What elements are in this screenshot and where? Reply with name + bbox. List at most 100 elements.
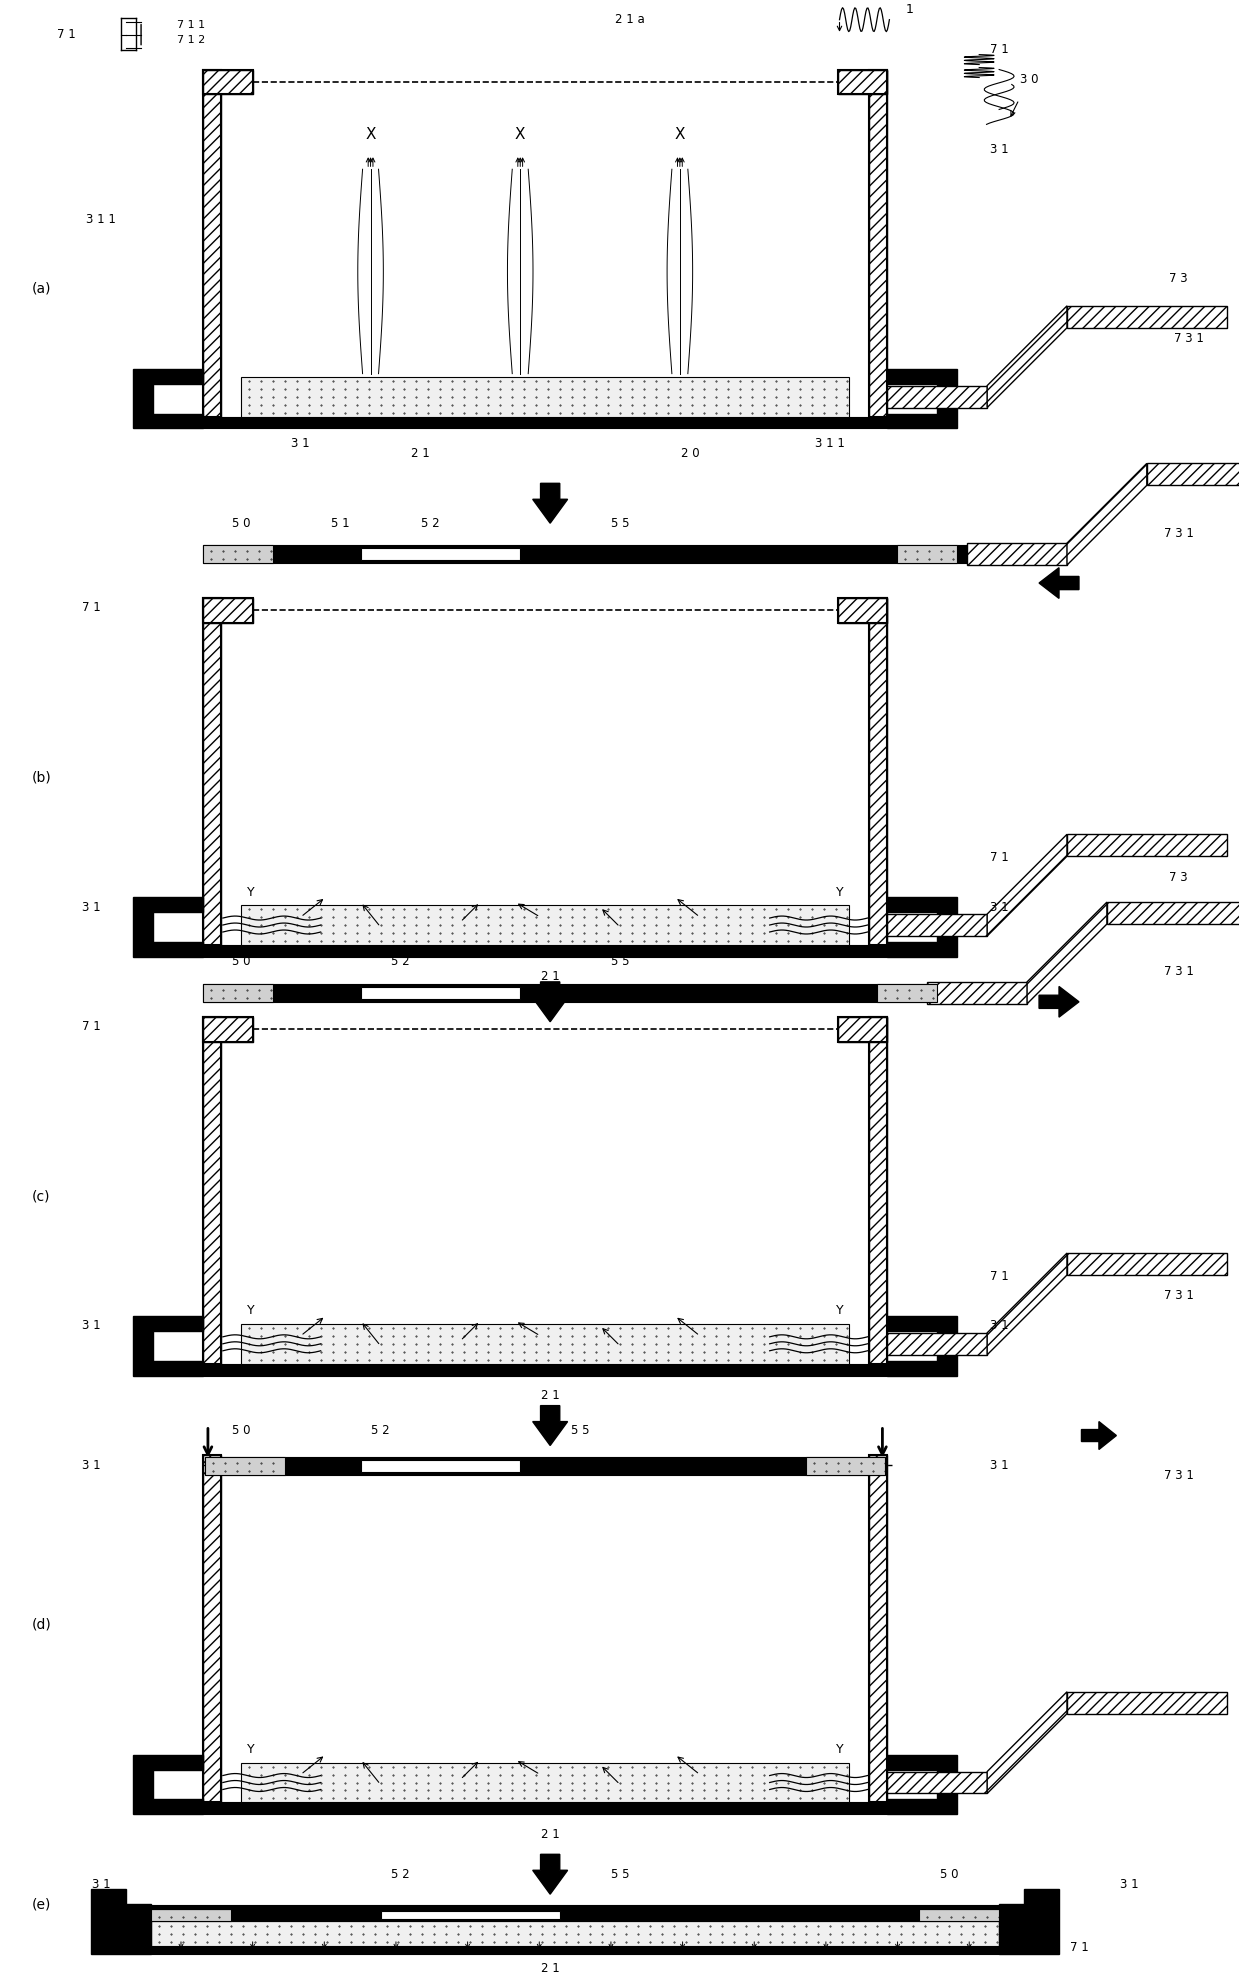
Polygon shape [888, 1772, 987, 1794]
Text: 5 5: 5 5 [611, 955, 629, 969]
Bar [151, 1946, 999, 1954]
Bar [869, 1456, 888, 1802]
Bar [203, 597, 253, 623]
Text: 2 1: 2 1 [541, 1962, 559, 1976]
Bar [203, 597, 221, 945]
Bar [381, 1911, 560, 1919]
Text: 2 1: 2 1 [541, 1389, 559, 1402]
Polygon shape [133, 1315, 203, 1377]
Polygon shape [888, 1754, 957, 1814]
Bar [203, 69, 253, 95]
Bar [869, 69, 888, 417]
Text: 5 2: 5 2 [391, 955, 409, 969]
Bar [203, 546, 967, 564]
Bar [203, 945, 888, 957]
Polygon shape [967, 544, 1066, 566]
Polygon shape [1066, 463, 1147, 566]
Text: 2 1 a: 2 1 a [615, 14, 645, 26]
Text: 3 1: 3 1 [990, 900, 1008, 914]
Bar [203, 1363, 888, 1377]
Text: X: X [366, 127, 376, 142]
Text: 3 1 1: 3 1 1 [87, 212, 117, 225]
Bar [203, 983, 937, 1001]
Text: 3 0: 3 0 [1019, 73, 1038, 85]
Text: 7 3 1: 7 3 1 [1164, 1290, 1194, 1302]
Text: Y: Y [247, 1743, 254, 1756]
Bar [203, 1017, 221, 1363]
Text: 3 1: 3 1 [82, 1460, 100, 1472]
Text: 7 1: 7 1 [990, 851, 1008, 864]
Text: Y: Y [247, 886, 254, 898]
Polygon shape [1066, 1254, 1226, 1276]
Polygon shape [1107, 902, 1240, 924]
Bar [241, 376, 849, 417]
Text: 7 3 1: 7 3 1 [1164, 1470, 1194, 1482]
Bar [203, 597, 221, 945]
Polygon shape [888, 898, 957, 957]
Text: 7 1: 7 1 [1070, 1940, 1089, 1954]
Text: 3 1: 3 1 [82, 900, 100, 914]
Bar [837, 69, 888, 95]
Bar [203, 1802, 888, 1814]
Bar [241, 906, 849, 945]
Text: 5 5: 5 5 [611, 516, 629, 530]
Bar [869, 597, 888, 945]
Text: 7 1 1: 7 1 1 [177, 20, 205, 30]
Bar [898, 546, 957, 564]
Polygon shape [1066, 835, 1226, 856]
Text: (b): (b) [31, 771, 51, 785]
Bar [203, 1017, 221, 1363]
Bar [361, 987, 521, 999]
Bar [151, 1909, 999, 1921]
Polygon shape [92, 1889, 151, 1954]
Bar [837, 69, 888, 95]
Bar [203, 597, 253, 623]
Polygon shape [888, 386, 987, 407]
Polygon shape [888, 368, 957, 429]
Text: 7 1: 7 1 [990, 1270, 1008, 1282]
Polygon shape [133, 368, 203, 429]
Polygon shape [533, 1853, 568, 1895]
Bar [241, 1323, 849, 1363]
Text: 2 1: 2 1 [541, 971, 559, 983]
Polygon shape [987, 307, 1066, 407]
Polygon shape [987, 1691, 1066, 1794]
Bar [203, 417, 888, 429]
Bar [361, 1460, 521, 1472]
Text: 3 1: 3 1 [990, 1319, 1008, 1333]
Polygon shape [133, 1754, 203, 1814]
Text: 5 1: 5 1 [331, 516, 350, 530]
Polygon shape [533, 981, 568, 1023]
Text: 3 1: 3 1 [1120, 1877, 1138, 1891]
Text: 7 1: 7 1 [92, 1940, 110, 1954]
Text: X: X [515, 127, 526, 142]
Polygon shape [1066, 307, 1226, 328]
Text: 5 0: 5 0 [232, 1424, 250, 1438]
Polygon shape [1027, 902, 1107, 1003]
Polygon shape [928, 981, 1027, 1003]
Polygon shape [888, 1333, 987, 1355]
Text: 7 3: 7 3 [1169, 273, 1188, 285]
Text: Y: Y [836, 886, 843, 898]
Text: 5 0: 5 0 [940, 1867, 959, 1881]
Bar [837, 1017, 888, 1042]
Polygon shape [888, 914, 987, 936]
Bar [869, 69, 888, 417]
Bar [151, 1909, 231, 1921]
Polygon shape [987, 835, 1066, 936]
Text: 5 5: 5 5 [611, 1867, 629, 1881]
Text: 3 1: 3 1 [990, 142, 1008, 156]
Bar [919, 1909, 999, 1921]
Text: 7 3: 7 3 [1169, 870, 1188, 884]
Bar [203, 1456, 221, 1802]
Text: 5 0: 5 0 [232, 955, 250, 969]
Bar [203, 1017, 253, 1042]
Text: 7 1: 7 1 [990, 44, 1008, 55]
Text: 2 0: 2 0 [681, 447, 699, 461]
Bar [806, 1458, 885, 1476]
Bar [151, 1921, 999, 1946]
Bar [837, 1017, 888, 1042]
Bar [361, 548, 521, 560]
Bar [203, 1017, 253, 1042]
Bar [203, 1456, 221, 1802]
